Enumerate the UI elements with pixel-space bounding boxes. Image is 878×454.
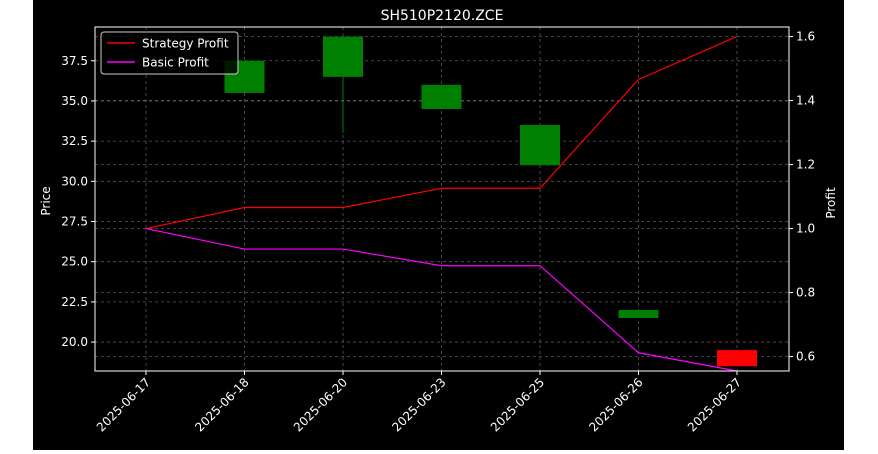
y-left-tick-label: 35.0 (61, 94, 88, 108)
y-left-tick-label: 37.5 (61, 54, 88, 68)
y-right-tick-label: 0.6 (796, 350, 815, 364)
basic-profit-line (145, 228, 738, 372)
line-layer (145, 36, 738, 372)
y-axis-left-label: Price (39, 186, 53, 215)
candle-body (520, 125, 560, 166)
y-right-tick-label: 0.8 (796, 286, 815, 300)
candle-body (323, 36, 363, 77)
legend-label-basic-profit: Basic Profit (142, 56, 209, 70)
chart-svg: 2025-06-17 2025-06-18 2025-06-20 2025-06-23… (33, 0, 844, 450)
y-axis-right-label: Profit (824, 187, 838, 219)
y-right-tick-label: 1.4 (796, 94, 815, 108)
y-left-tick-label: 30.0 (61, 174, 88, 188)
legend-label-strategy-profit: Strategy Profit (142, 37, 229, 51)
chart-figure: 2025-06-17 2025-06-18 2025-06-20 2025-06-23… (33, 0, 844, 450)
figure-background (33, 0, 844, 450)
y-right-tick-label: 1.0 (796, 222, 815, 236)
legend: Strategy Profit Basic Profit (100, 31, 239, 75)
y-left-tick-label: 25.0 (61, 255, 88, 269)
candle-body (717, 350, 757, 367)
y-left-tick-label: 20.0 (61, 335, 88, 349)
y-right-tick-label: 1.2 (796, 158, 815, 172)
candle-body (421, 84, 462, 109)
grid-layer (95, 27, 789, 371)
strategy-profit-line (145, 36, 738, 230)
candle-body (618, 309, 659, 318)
y-left-tick-label: 27.5 (61, 215, 88, 229)
legend-box (100, 31, 239, 75)
chart-title: SH510P2120.ZCE (381, 8, 504, 24)
y-left-tick-label: 22.5 (61, 295, 88, 309)
y-left-tick-label: 32.5 (61, 134, 88, 148)
y-right-tick-label: 1.6 (796, 30, 815, 44)
